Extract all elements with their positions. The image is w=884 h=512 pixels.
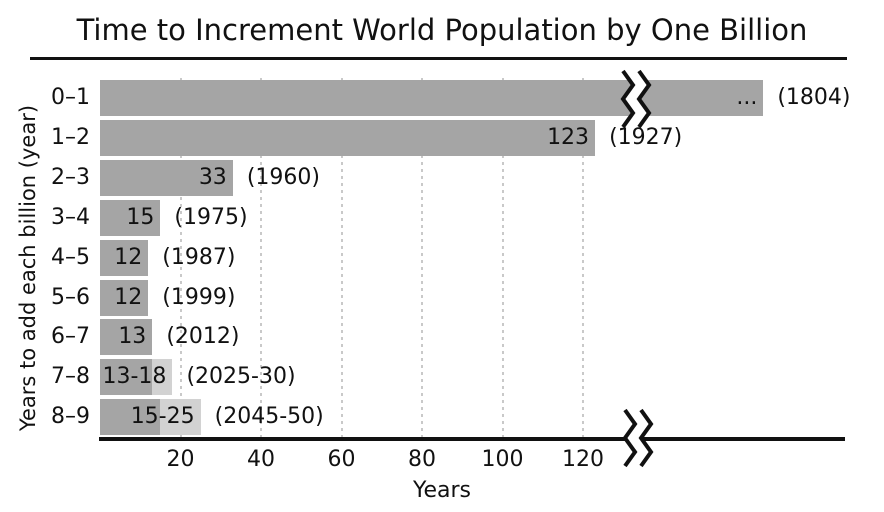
- bar-year-label: (1804): [777, 85, 851, 110]
- bar-value-label: ...: [736, 85, 758, 110]
- bar: [100, 359, 153, 396]
- x-tick-label: 20: [166, 447, 195, 472]
- bar-year-label: (1975): [174, 204, 248, 230]
- category-label: 2–3: [51, 164, 90, 190]
- title-underline: [30, 57, 847, 60]
- category-label: 0–1: [51, 85, 90, 110]
- bar-projection: [160, 399, 201, 436]
- bar-value-label: 12: [114, 284, 143, 310]
- category-label: 7–8: [51, 364, 90, 390]
- chart-title: Time to Increment World Population by On…: [76, 13, 808, 47]
- bar-year-label: (2012): [166, 324, 240, 350]
- category-label: 6–7: [51, 324, 90, 350]
- bar-year-label: (1960): [246, 164, 320, 190]
- bar-value-label: 13: [118, 324, 147, 350]
- x-axis-label: Years: [412, 478, 472, 503]
- bar: [100, 319, 153, 356]
- bar: [100, 279, 149, 316]
- bar: [100, 80, 764, 116]
- axis-break-icon: [622, 408, 654, 468]
- bar: [100, 199, 161, 236]
- bar: [100, 399, 161, 436]
- gridline: [421, 78, 423, 437]
- bar-projection: [152, 359, 173, 396]
- gridline: [260, 78, 262, 437]
- x-tick-label: 60: [327, 447, 356, 472]
- bar-value-label: 13-18: [102, 364, 167, 390]
- gridline: [179, 78, 182, 437]
- gridline: [582, 78, 584, 437]
- category-label: 4–5: [51, 244, 90, 270]
- category-label: 5–6: [51, 284, 90, 310]
- category-label: 1–2: [51, 124, 90, 150]
- x-tick-label: 120: [562, 447, 604, 472]
- bar-value-label: 33: [198, 164, 227, 190]
- x-axis-line: [99, 437, 845, 441]
- bar-year-label: (2025-30): [186, 364, 296, 390]
- x-tick-label: 40: [247, 447, 275, 472]
- gridline: [501, 78, 504, 437]
- bar-value-label: 15-25: [130, 404, 195, 430]
- bar-year-label: (1999): [162, 284, 236, 310]
- bar: [100, 239, 149, 276]
- bar-year-label: (1927): [609, 124, 683, 150]
- bar-value-label: 123: [547, 124, 590, 150]
- bar: [100, 119, 596, 156]
- bar-value-label: 12: [114, 244, 143, 270]
- bar-value-label: 15: [126, 204, 155, 230]
- plot-area: 0–1... (1804) 1–2 123 (1927) 2–3 33 (1960) 3–4 15…: [51, 78, 851, 437]
- bar-year-label: (2045-50): [214, 404, 324, 430]
- x-tick-label: 100: [481, 447, 524, 472]
- bar-break-icon: [620, 69, 652, 129]
- category-label: 3–4: [51, 204, 90, 230]
- category-label: 8–9: [51, 404, 90, 430]
- bar-year-label: (1987): [162, 244, 236, 270]
- bar: [100, 159, 233, 196]
- x-tick-label: 80: [408, 447, 436, 472]
- gridline: [340, 78, 343, 437]
